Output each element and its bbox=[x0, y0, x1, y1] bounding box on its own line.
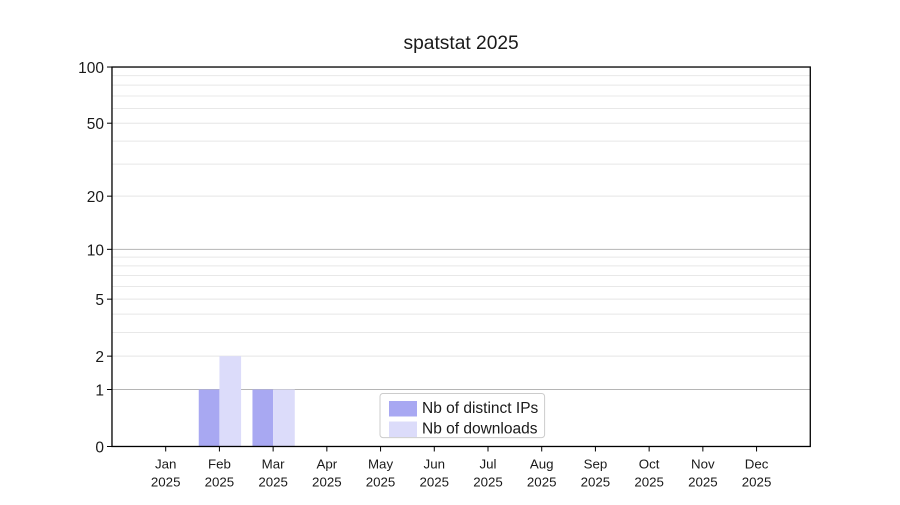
svg-text:2025: 2025 bbox=[742, 474, 772, 489]
svg-text:Apr: Apr bbox=[316, 456, 337, 471]
svg-text:2025: 2025 bbox=[634, 474, 664, 489]
svg-text:2025: 2025 bbox=[258, 474, 288, 489]
svg-text:2025: 2025 bbox=[366, 474, 396, 489]
svg-text:Sep: Sep bbox=[584, 456, 608, 471]
svg-text:May: May bbox=[368, 456, 393, 471]
svg-text:20: 20 bbox=[87, 189, 105, 206]
svg-text:50: 50 bbox=[87, 116, 105, 133]
svg-text:Jan: Jan bbox=[155, 456, 176, 471]
svg-text:Aug: Aug bbox=[530, 456, 554, 471]
svg-text:Jun: Jun bbox=[424, 456, 445, 471]
svg-text:2: 2 bbox=[95, 349, 104, 366]
svg-text:Nb of distinct IPs: Nb of distinct IPs bbox=[422, 400, 539, 417]
svg-text:2025: 2025 bbox=[205, 474, 235, 489]
svg-text:Oct: Oct bbox=[639, 456, 660, 471]
svg-text:10: 10 bbox=[87, 242, 105, 259]
svg-text:100: 100 bbox=[78, 60, 104, 77]
svg-text:Mar: Mar bbox=[262, 456, 285, 471]
svg-text:5: 5 bbox=[95, 292, 104, 309]
svg-text:0: 0 bbox=[95, 439, 104, 456]
svg-text:Dec: Dec bbox=[745, 456, 769, 471]
svg-text:1: 1 bbox=[95, 382, 104, 399]
svg-text:2025: 2025 bbox=[581, 474, 611, 489]
svg-text:Jul: Jul bbox=[479, 456, 496, 471]
svg-text:2025: 2025 bbox=[312, 474, 342, 489]
svg-text:spatstat 2025: spatstat 2025 bbox=[404, 33, 519, 54]
svg-text:Nb of downloads: Nb of downloads bbox=[422, 421, 538, 438]
svg-text:Feb: Feb bbox=[208, 456, 231, 471]
svg-text:2025: 2025 bbox=[527, 474, 557, 489]
svg-text:2025: 2025 bbox=[151, 474, 181, 489]
svg-text:2025: 2025 bbox=[473, 474, 503, 489]
svg-text:Nov: Nov bbox=[691, 456, 715, 471]
svg-text:2025: 2025 bbox=[419, 474, 449, 489]
svg-text:2025: 2025 bbox=[688, 474, 718, 489]
